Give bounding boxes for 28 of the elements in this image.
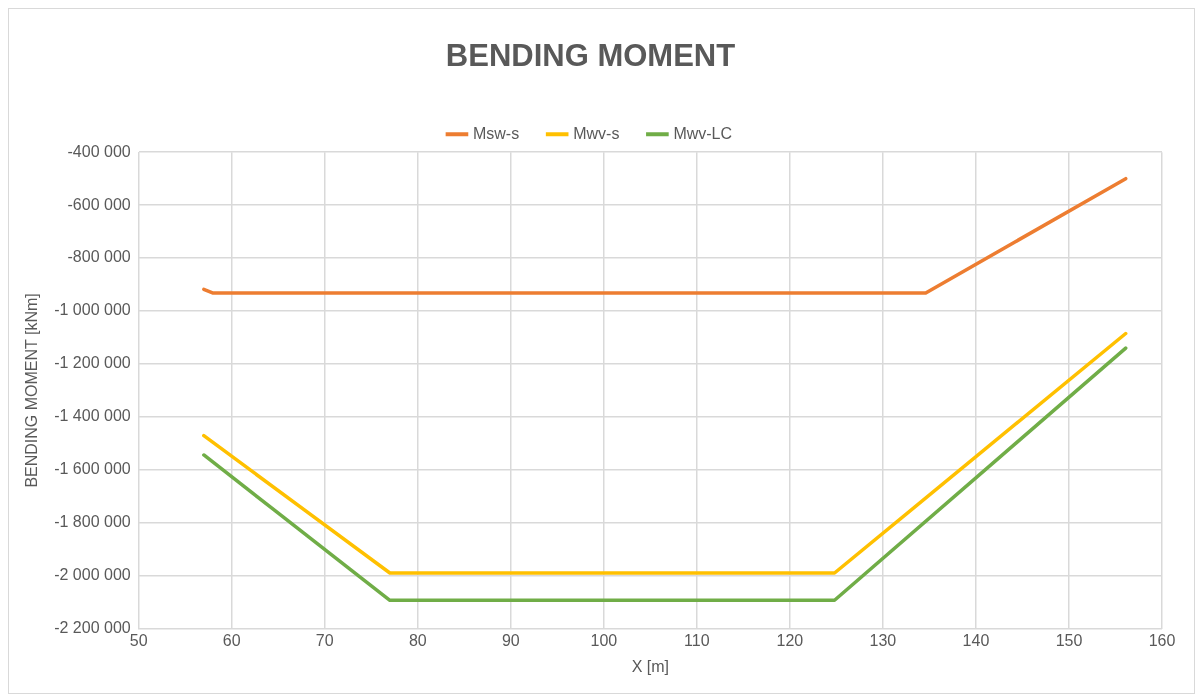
x-tick-label: 120 — [776, 631, 804, 649]
x-axis-title: X [m] — [631, 657, 670, 675]
y-tick-label: -1 400 000 — [54, 407, 131, 425]
x-tick-label: 130 — [869, 631, 897, 649]
x-tick-label: 90 — [501, 631, 520, 649]
x-tick-label: 110 — [684, 631, 710, 649]
legend-label: Mwv-s — [573, 124, 620, 142]
y-tick-label: -1 200 000 — [54, 354, 131, 372]
y-tick-label: -1 800 000 — [54, 513, 131, 531]
legend-label: Mwv-LC — [673, 124, 733, 142]
y-tick-label: -600 000 — [67, 195, 131, 213]
x-tick-label: 160 — [1148, 631, 1176, 649]
x-tick-label: 150 — [1055, 631, 1083, 649]
x-tick-label: 50 — [129, 631, 148, 649]
y-tick-label: -1 000 000 — [54, 301, 131, 319]
x-tick-label: 80 — [408, 631, 427, 649]
legend-label: Msw-s — [472, 124, 520, 142]
chart-title: BENDING MOMENT — [445, 38, 736, 74]
x-tick-label: 140 — [962, 631, 990, 649]
y-tick-label: -2 200 000 — [54, 619, 131, 637]
x-tick-label: 70 — [315, 631, 334, 649]
x-tick-label: 100 — [590, 631, 618, 649]
y-tick-label: -2 000 000 — [54, 566, 131, 584]
x-tick-label: 60 — [222, 631, 241, 649]
y-tick-label: -400 000 — [67, 142, 131, 160]
y-axis-title: BENDING MOMENT [kNm] — [23, 293, 41, 488]
y-tick-label: -1 600 000 — [54, 460, 131, 478]
y-tick-label: -800 000 — [67, 248, 131, 266]
